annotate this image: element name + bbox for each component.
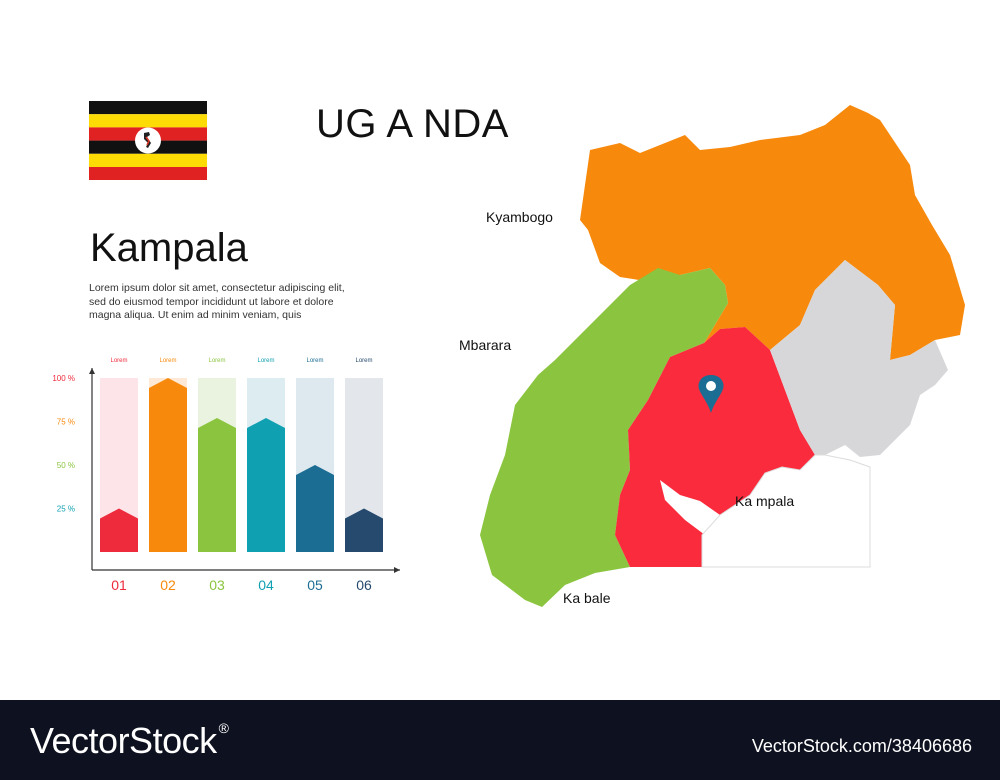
bar	[247, 418, 285, 552]
series-label: Lorem	[159, 358, 176, 364]
uganda-flag	[89, 101, 207, 180]
bar-chart: 100 % 75 % 50 % 25 % Lorem 01 Lorem 02 Lorem 03 Lo…	[52, 358, 400, 593]
bar	[345, 508, 383, 552]
bar	[198, 418, 236, 552]
map-label-kyambogo: Kyambogo	[486, 209, 553, 225]
uganda-map	[480, 105, 965, 607]
map-label-kampala: Ka mpala	[735, 493, 795, 509]
infographic-canvas: UG A NDA Kampala Lorem ipsum dolor sit a…	[52, 101, 965, 607]
vectorstock-logo: VectorStock ®	[30, 720, 229, 762]
bar	[100, 508, 138, 552]
map-pin-icon	[698, 375, 724, 413]
y-axis-arrow	[89, 368, 95, 374]
category-label: 06	[356, 577, 372, 593]
y-tick-label: 100 %	[52, 374, 75, 383]
x-axis-arrow	[394, 567, 400, 573]
bar	[149, 378, 187, 552]
footer-bar	[0, 700, 1000, 780]
category-label: 03	[209, 577, 225, 593]
y-tick-label: 75 %	[57, 418, 75, 427]
registered-mark: ®	[218, 720, 229, 736]
description-text: Lorem ipsum dolor sit amet, consectetur …	[89, 282, 345, 321]
map-region-east	[770, 260, 948, 457]
y-tick-label: 50 %	[57, 461, 75, 470]
map-region-west	[480, 268, 728, 607]
category-label: 02	[160, 577, 176, 593]
stock-url: VectorStock.com/38406686	[751, 736, 972, 756]
series-label: Lorem	[355, 358, 372, 364]
brand-name: VectorStock	[30, 720, 217, 761]
map-region-north	[580, 105, 965, 360]
category-label: 04	[258, 577, 274, 593]
y-tick-label: 25 %	[57, 505, 75, 514]
series-label: Lorem	[306, 358, 323, 364]
category-label: 01	[111, 577, 127, 593]
series-label: Lorem	[257, 358, 274, 364]
series-label: Lorem	[208, 358, 225, 364]
map-label-kabale: Ka bale	[563, 590, 611, 606]
map-label-mbarara: Mbarara	[459, 337, 512, 353]
country-title: UG A NDA	[316, 102, 509, 146]
series-label: Lorem	[110, 358, 127, 364]
city-title: Kampala	[90, 226, 248, 270]
map-region-central	[615, 327, 815, 567]
lake-victoria-outline	[701, 454, 871, 568]
bar	[296, 465, 334, 552]
category-label: 05	[307, 577, 323, 593]
